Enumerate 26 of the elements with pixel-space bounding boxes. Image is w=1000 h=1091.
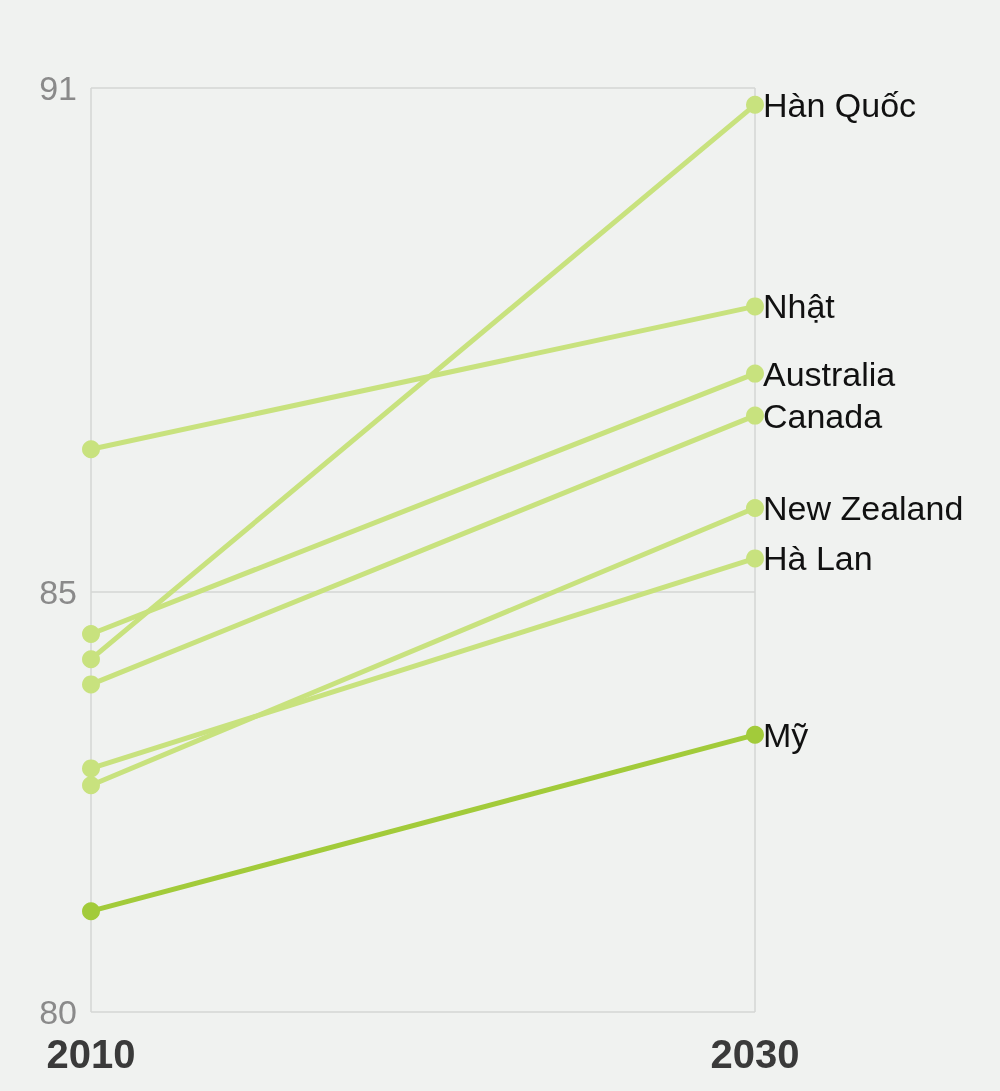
point: [82, 625, 100, 643]
point: [746, 499, 764, 517]
point: [746, 297, 764, 316]
series-label: Australia: [763, 354, 896, 393]
point: [746, 406, 764, 425]
point: [82, 902, 100, 921]
point: [82, 440, 100, 459]
point: [82, 650, 100, 669]
point: [746, 725, 764, 744]
point: [746, 549, 764, 568]
point: [82, 776, 100, 795]
y-tick-label: 85: [39, 573, 77, 611]
series-label: Canada: [763, 396, 883, 435]
x-tick-label: 2010: [46, 1032, 136, 1076]
point: [746, 95, 764, 114]
series-label: Nhật: [763, 287, 836, 326]
series-label: Mỹ: [763, 715, 809, 754]
y-tick-label: 91: [39, 69, 77, 107]
point: [746, 364, 764, 383]
x-tick-label: 2030: [710, 1032, 800, 1076]
y-tick-label: 80: [39, 993, 77, 1031]
point: [82, 759, 100, 778]
series-label: Hà Lan: [763, 539, 873, 578]
point: [82, 675, 100, 694]
series-label: Hàn Quốc: [763, 85, 917, 124]
series-label: New Zealand: [763, 489, 964, 527]
